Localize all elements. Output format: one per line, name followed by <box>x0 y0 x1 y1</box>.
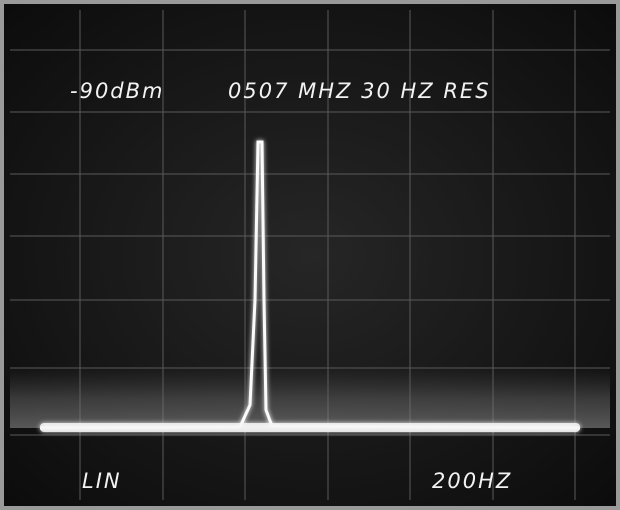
baseline-glow <box>40 423 580 432</box>
page: -90dBm 0507 MHZ 30 HZ RES LIN 200HZ (() … <box>0 0 620 510</box>
scale-mode: LIN <box>82 469 122 493</box>
analyzer-screen: -90dBm 0507 MHZ 30 HZ RES LIN 200HZ <box>0 0 620 510</box>
span: 200HZ <box>432 469 512 493</box>
readout: 0507 MHZ 30 HZ RES <box>228 79 491 103</box>
noise-floor <box>10 368 610 428</box>
reference-level: -90dBm <box>70 79 165 103</box>
